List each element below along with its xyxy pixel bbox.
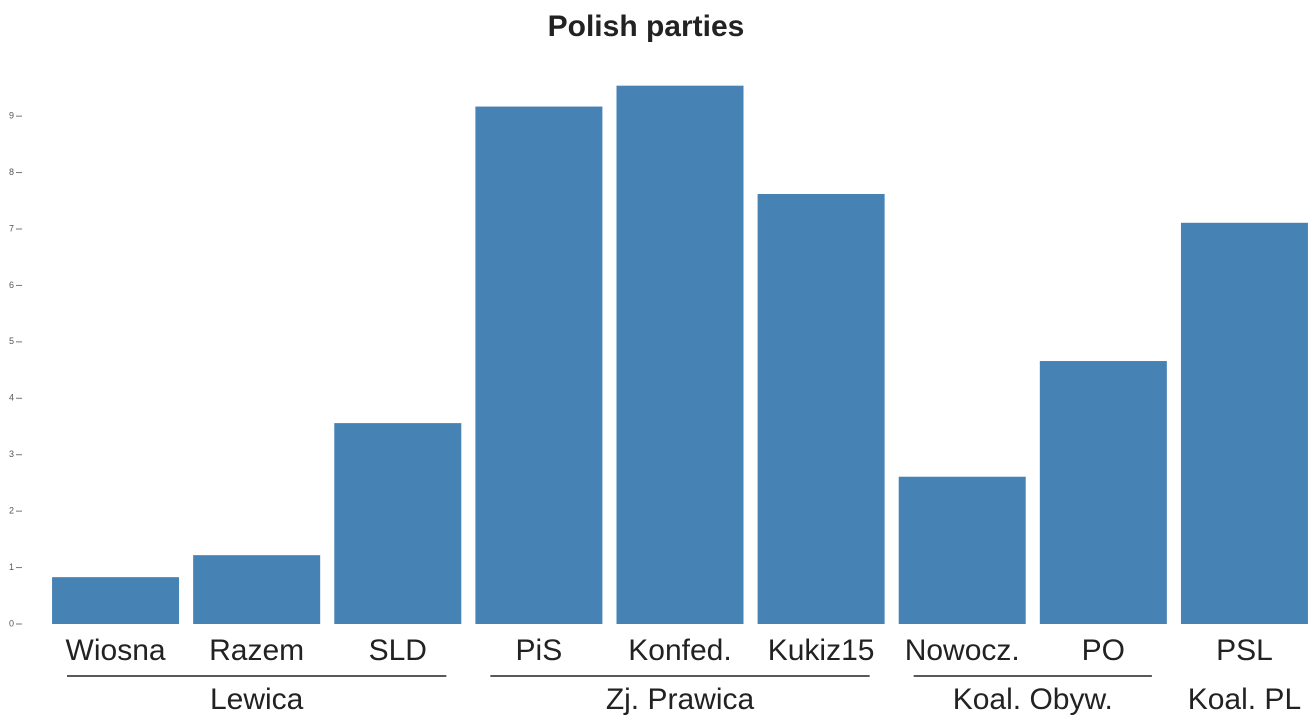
y-tick-label: 0 (9, 618, 14, 628)
group-label: Koal. PL (1188, 683, 1301, 716)
y-tick-label: 9 (9, 111, 14, 121)
bar (1180, 222, 1308, 625)
bar (475, 106, 603, 625)
bar (193, 555, 321, 624)
x-tick-label: PO (1082, 634, 1125, 667)
chart-title: Polish parties (548, 10, 745, 43)
y-tick-label: 4 (9, 393, 14, 403)
bar (334, 423, 462, 624)
bar (1039, 361, 1167, 624)
y-tick-label: 8 (9, 167, 14, 177)
x-tick-label: Wiosna (66, 634, 166, 667)
group-label: Lewica (210, 683, 304, 716)
bar (898, 476, 1026, 624)
y-tick-label: 1 (9, 562, 14, 572)
y-tick-label: 5 (9, 336, 14, 346)
group-label: Zj. Prawica (606, 683, 755, 716)
bar (616, 85, 744, 624)
bar (757, 194, 885, 624)
y-tick-label: 7 (9, 223, 14, 233)
y-tick-label: 3 (9, 449, 14, 459)
group-label: Koal. Obyw. (953, 683, 1113, 716)
x-tick-label: Konfed. (628, 634, 731, 667)
x-tick-label: PiS (516, 634, 563, 667)
y-tick-label: 2 (9, 506, 14, 516)
y-tick-label: 6 (9, 280, 14, 290)
x-tick-label: Razem (209, 634, 304, 667)
x-tick-label: Nowocz. (905, 634, 1020, 667)
x-tick-label: SLD (369, 634, 427, 667)
x-tick-label: PSL (1216, 634, 1273, 667)
bar (52, 577, 180, 624)
x-tick-label: Kukiz15 (768, 634, 875, 667)
